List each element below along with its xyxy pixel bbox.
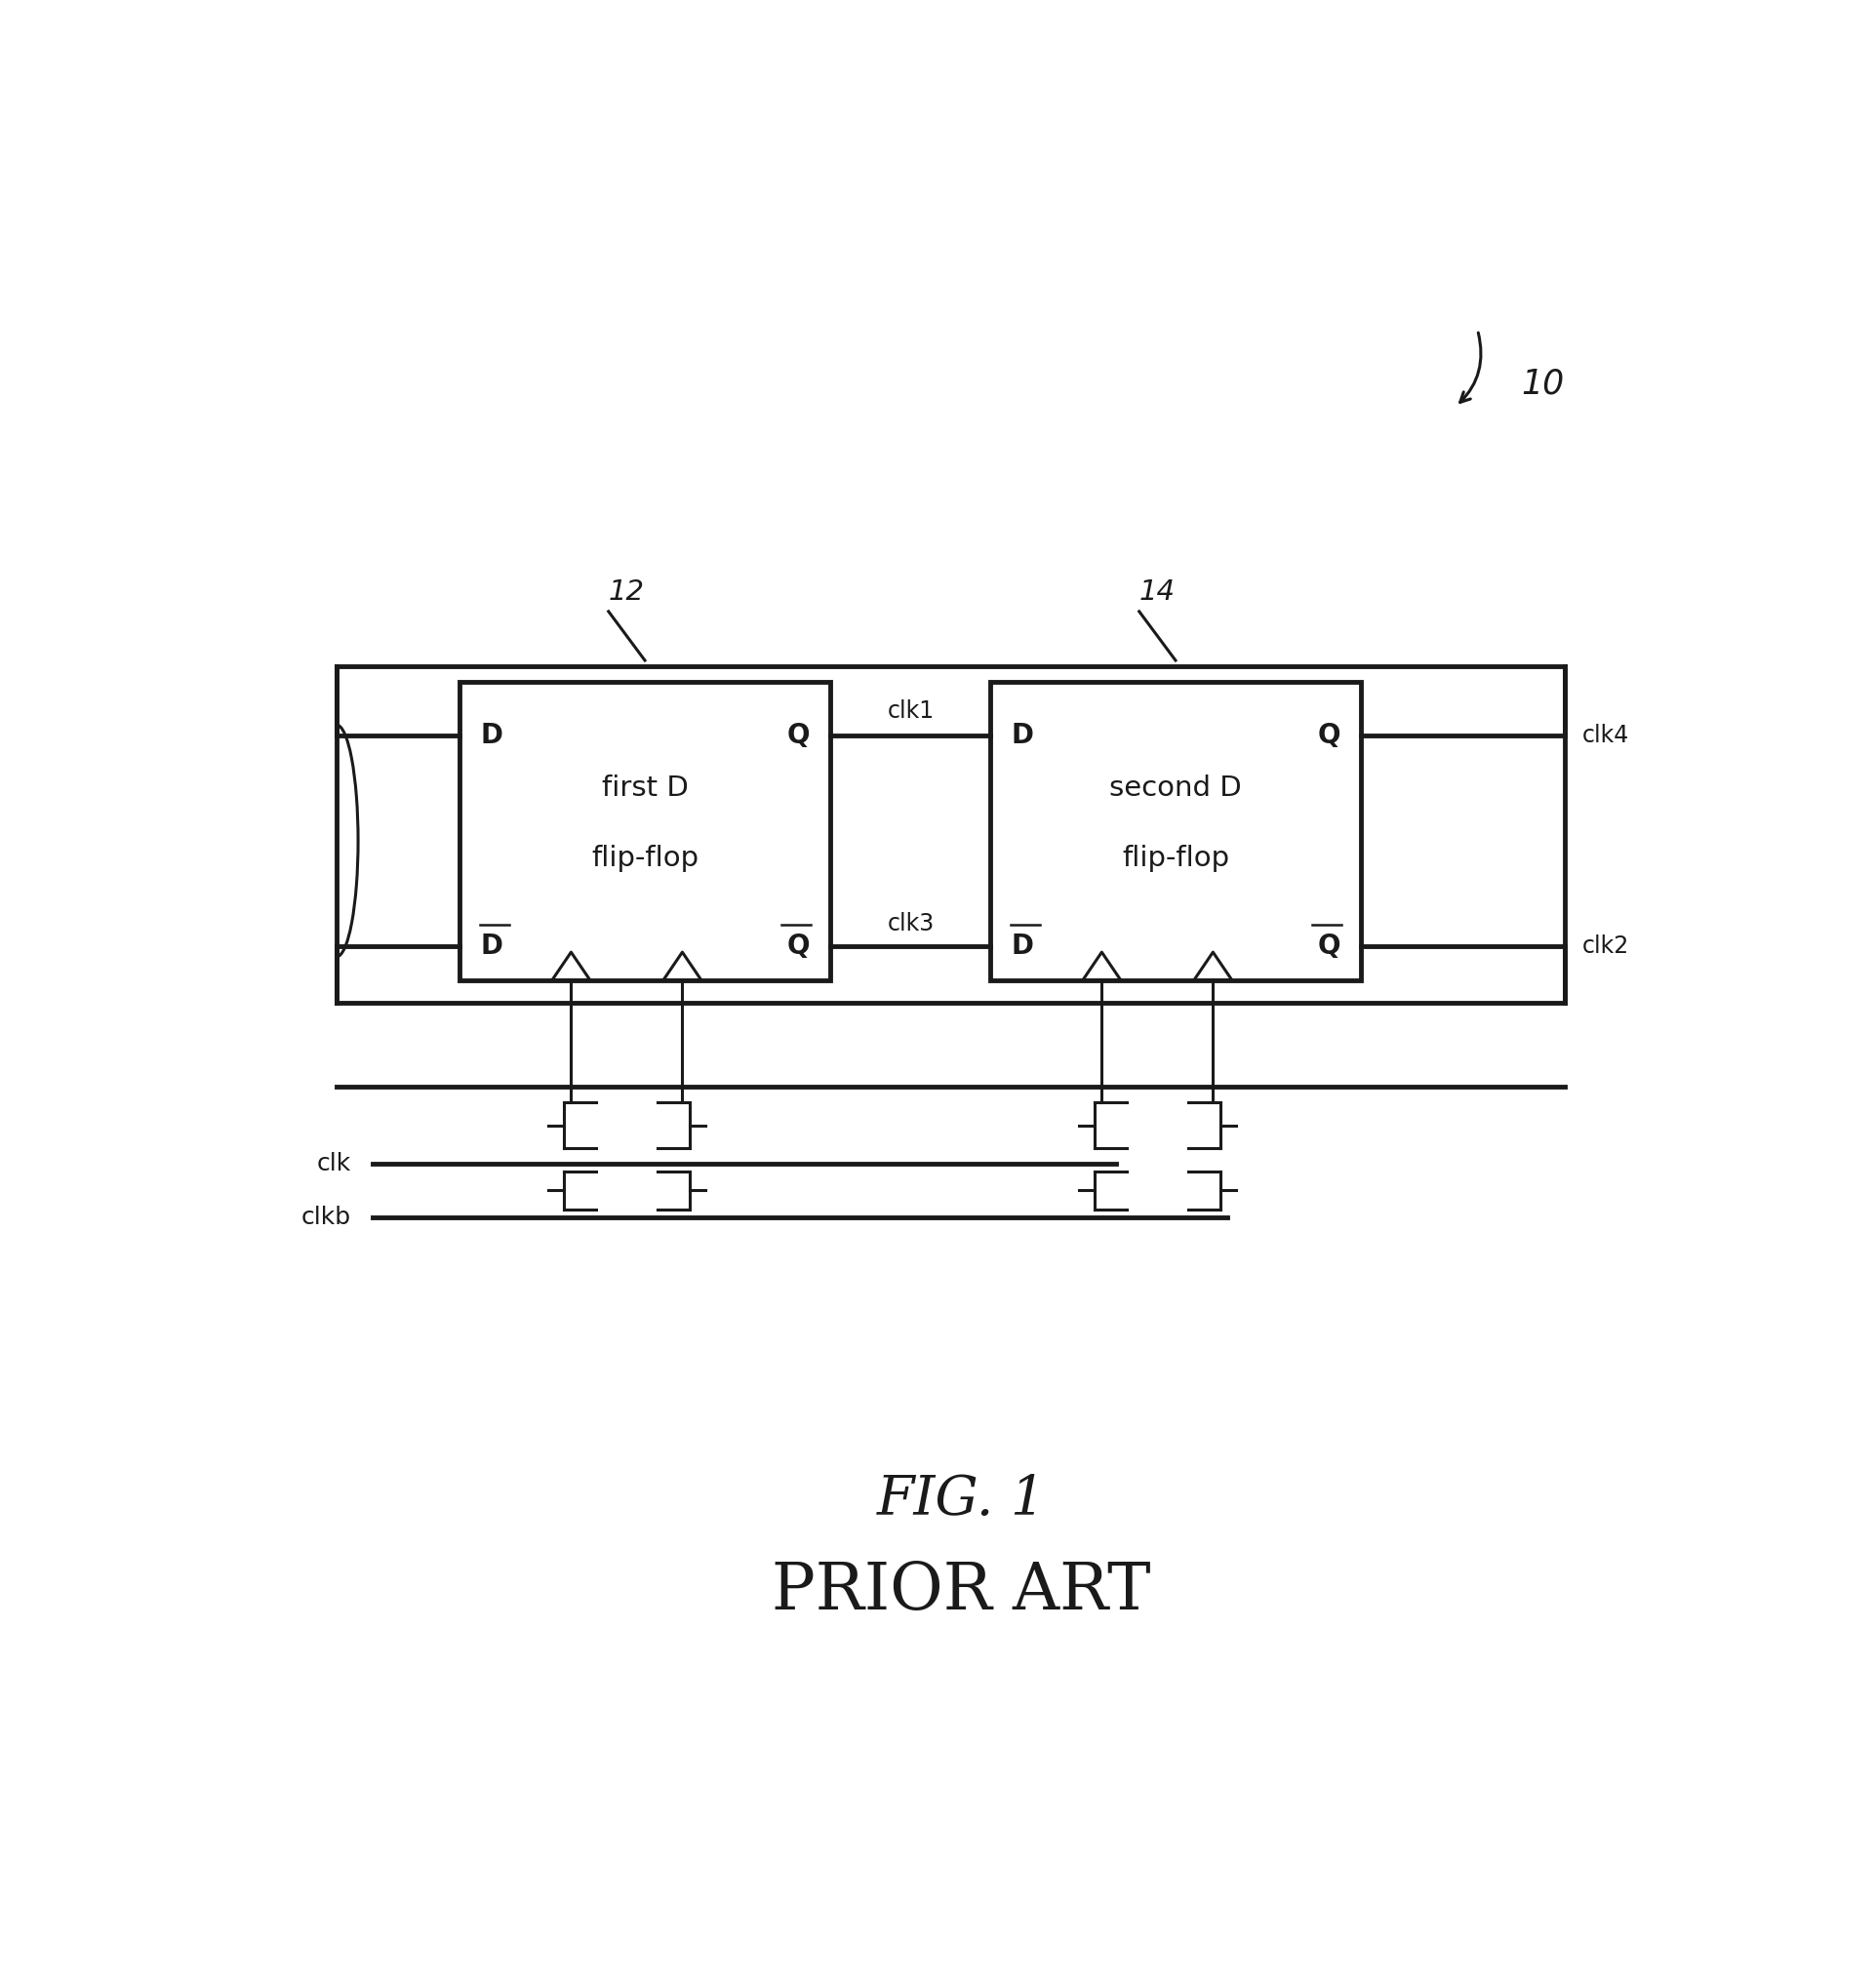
Text: clk2: clk2 [1581,935,1630,957]
FancyArrowPatch shape [1460,334,1480,403]
Text: flip-flop: flip-flop [591,844,700,872]
Text: 12: 12 [608,578,645,606]
Text: PRIOR ART: PRIOR ART [771,1559,1152,1623]
Bar [460,681,831,979]
Text: D: D [1011,721,1034,749]
Text: clk: clk [317,1152,351,1176]
Text: clk3: clk3 [887,912,934,935]
Text: 10: 10 [1521,367,1565,399]
Text: D: D [1011,933,1034,959]
Text: Q: Q [1319,721,1341,749]
Text: FIG. 1: FIG. 1 [876,1474,1047,1527]
Text: clkb: clkb [300,1206,351,1229]
Bar [991,681,1362,979]
Text: clk1: clk1 [887,699,934,723]
Text: 14: 14 [1139,578,1176,606]
Text: flip-flop: flip-flop [1122,844,1229,872]
Text: second D: second D [1111,775,1242,802]
Text: Q: Q [788,933,810,959]
Bar [336,667,1565,1003]
Text: first D: first D [602,775,688,802]
Text: Q: Q [1319,933,1341,959]
Text: Q: Q [788,721,810,749]
Text: D: D [480,933,503,959]
Text: clk4: clk4 [1581,723,1630,747]
Text: D: D [480,721,503,749]
